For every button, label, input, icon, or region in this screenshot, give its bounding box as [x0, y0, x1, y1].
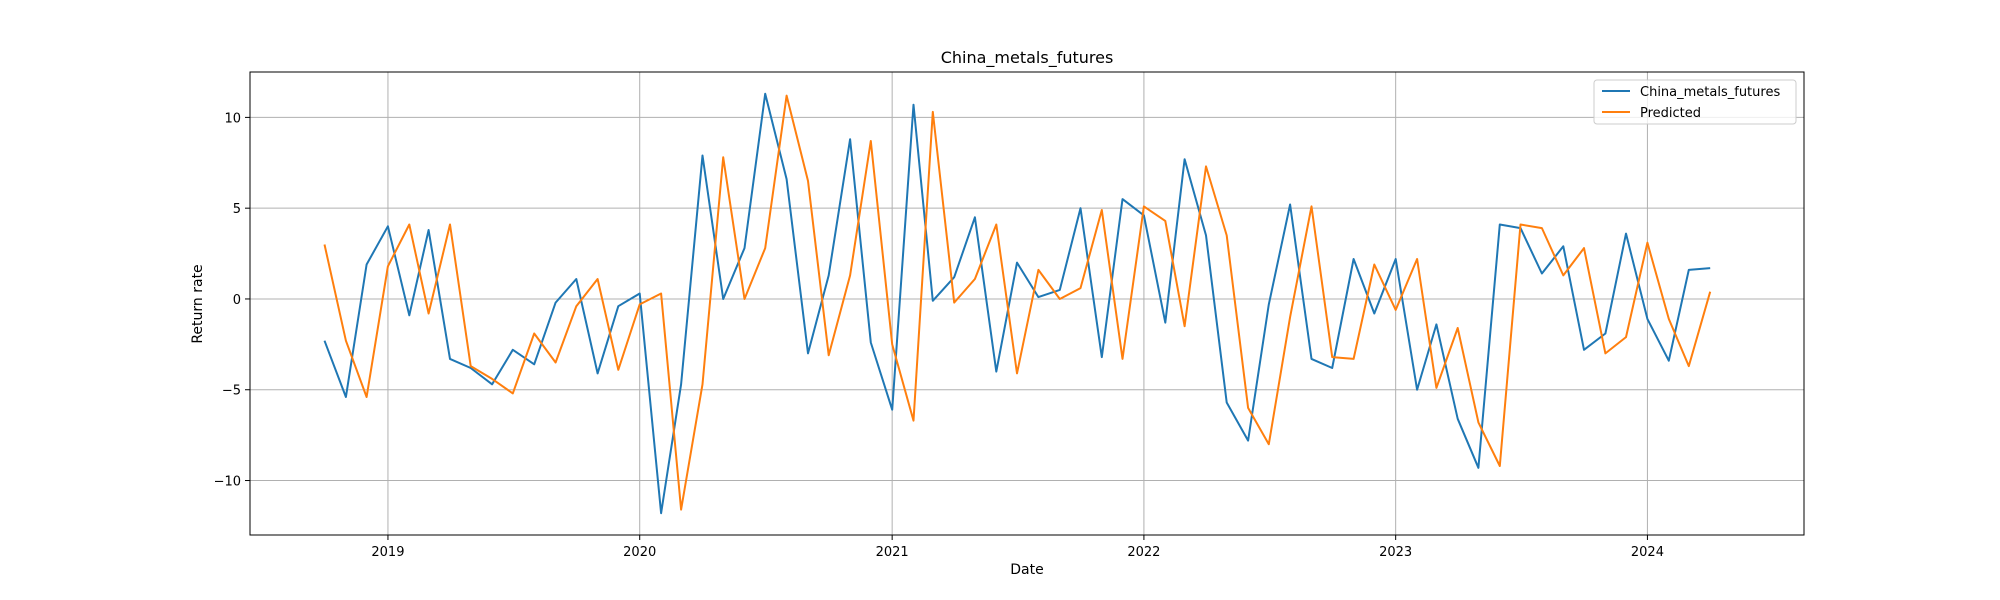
y-axis-ticks: −10 −5 0 5 10: [214, 111, 250, 490]
legend: China_metals_futures Predicted: [1593, 79, 1797, 125]
y-tick-label: 10: [224, 111, 241, 126]
x-tick-label: 2024: [1631, 545, 1664, 560]
series-lines: [323, 92, 1712, 515]
x-tick-label: 2019: [371, 545, 404, 560]
x-tick-label: 2022: [1127, 545, 1160, 560]
x-tick-label: 2020: [623, 545, 656, 560]
series-line-1: [323, 92, 1711, 515]
y-axis-label: Return rate: [190, 264, 206, 343]
chart-title: China_metals_futures: [941, 48, 1114, 68]
y-tick-label: −5: [222, 384, 241, 399]
y-tick-label: 5: [233, 202, 241, 217]
legend-label-series-2: Predicted: [1640, 106, 1701, 121]
grid-lines: [250, 72, 1804, 535]
y-tick-label: −10: [214, 475, 241, 490]
x-tick-label: 2023: [1379, 545, 1412, 560]
y-tick-label: 0: [233, 293, 241, 308]
legend-label-series-1: China_metals_futures: [1640, 85, 1780, 100]
series-line-2: [323, 94, 1712, 511]
legend-box: [1593, 79, 1797, 125]
x-axis-label: Date: [1010, 562, 1043, 578]
x-axis-ticks: 2019 2020 2021 2022 2023 2024: [371, 535, 1664, 560]
plot-area: [249, 71, 1805, 536]
x-tick-label: 2021: [876, 545, 909, 560]
